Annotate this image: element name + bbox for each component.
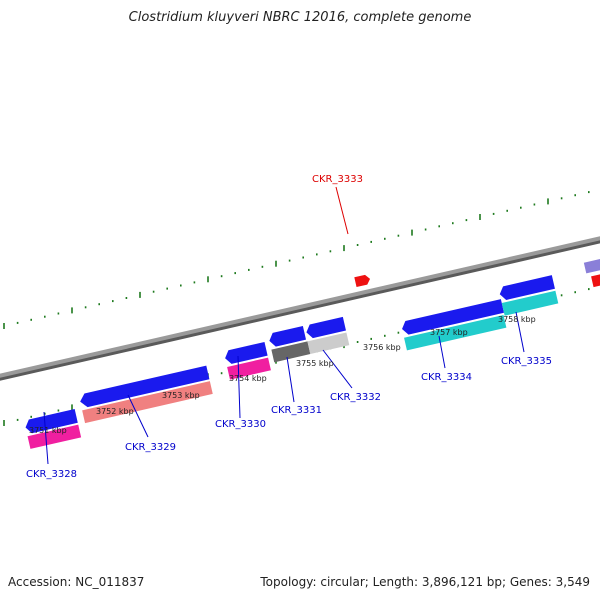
kbp-label: 3751 kbp [29, 426, 67, 435]
gene-label-ckr3332[interactable]: CKR_3332 [330, 392, 381, 403]
kbp-label: 3757 kbp [430, 328, 468, 337]
gene-label-ckr3328[interactable]: CKR_3328 [26, 469, 77, 480]
kbp-label: 3753 kbp [162, 391, 200, 400]
gene-arrow-ckr3332[interactable] [305, 316, 346, 339]
gene-bar-ckr3334[interactable] [404, 314, 507, 351]
kbp-label: 3754 kbp [229, 374, 267, 383]
gene-bar-ckr3329[interactable] [82, 381, 213, 424]
kbp-label: 3752 kbp [96, 407, 134, 416]
leader-line-ckr3333 [335, 186, 349, 235]
leader-line-ckr3332 [322, 349, 353, 389]
kbp-label: 3756 kbp [363, 343, 401, 352]
kbp-label: 3758 kbp [498, 315, 536, 324]
leader-lines [43, 186, 525, 465]
gene-arrow-ckr3328[interactable] [24, 409, 78, 434]
gene-label-ckr3334[interactable]: CKR_3334 [421, 372, 472, 383]
gene-bar-ckr3330[interactable] [227, 357, 271, 380]
gene-label-ckr3331[interactable]: CKR_3331 [271, 405, 322, 416]
leader-line-ckr3334 [438, 335, 446, 369]
gene-bar-ckr3331[interactable] [271, 341, 311, 363]
gene-bar-partial-purple[interactable] [583, 253, 600, 274]
gene-arrow-ckr3331[interactable] [268, 326, 307, 348]
genome-axis [0, 236, 600, 381]
leader-line-ckr3329 [127, 394, 149, 438]
gene-arrow-ckr3334[interactable] [400, 299, 505, 336]
leader-line-ckr3331 [286, 356, 295, 403]
kbp-labels: 3751 kbp 3752 kbp 3753 kbp 3754 kbp 3755… [29, 315, 536, 435]
gene-arrow-ckr3330[interactable] [224, 341, 268, 365]
gene-arrow-ckr3335[interactable] [498, 275, 555, 301]
kbp-label: 3755 kbp [296, 359, 334, 368]
gene-arrow-ckr3333[interactable] [354, 274, 371, 288]
gene-label-ckr3333[interactable]: CKR_3333 [312, 174, 363, 185]
genome-axis-line [0, 236, 600, 378]
map-title: Clostridium kluyveri NBRC 12016, complet… [128, 10, 472, 25]
leader-line-ckr3330 [237, 355, 241, 419]
gene-arrow-ckr3329[interactable] [79, 365, 210, 409]
gene-features [24, 253, 600, 449]
genome-summary: Topology: circular; Length: 3,896,121 bp… [260, 575, 590, 589]
gene-label-ckr3335[interactable]: CKR_3335 [501, 356, 552, 367]
gene-labels: CKR_3328 CKR_3329 CKR_3330 CKR_3331 CKR_… [26, 174, 552, 480]
gene-bar-ckr3335[interactable] [501, 290, 559, 316]
accession-label: Accession: NC_011837 [8, 575, 145, 589]
leader-line-ckr3328 [43, 411, 49, 465]
gene-label-ckr3330[interactable]: CKR_3330 [215, 419, 266, 430]
gene-bar-ckr3328[interactable] [27, 424, 82, 449]
leader-line-ckr3335 [515, 311, 525, 353]
gene-bar-ckr3332[interactable] [307, 332, 350, 355]
gene-label-ckr3329[interactable]: CKR_3329 [125, 442, 176, 453]
